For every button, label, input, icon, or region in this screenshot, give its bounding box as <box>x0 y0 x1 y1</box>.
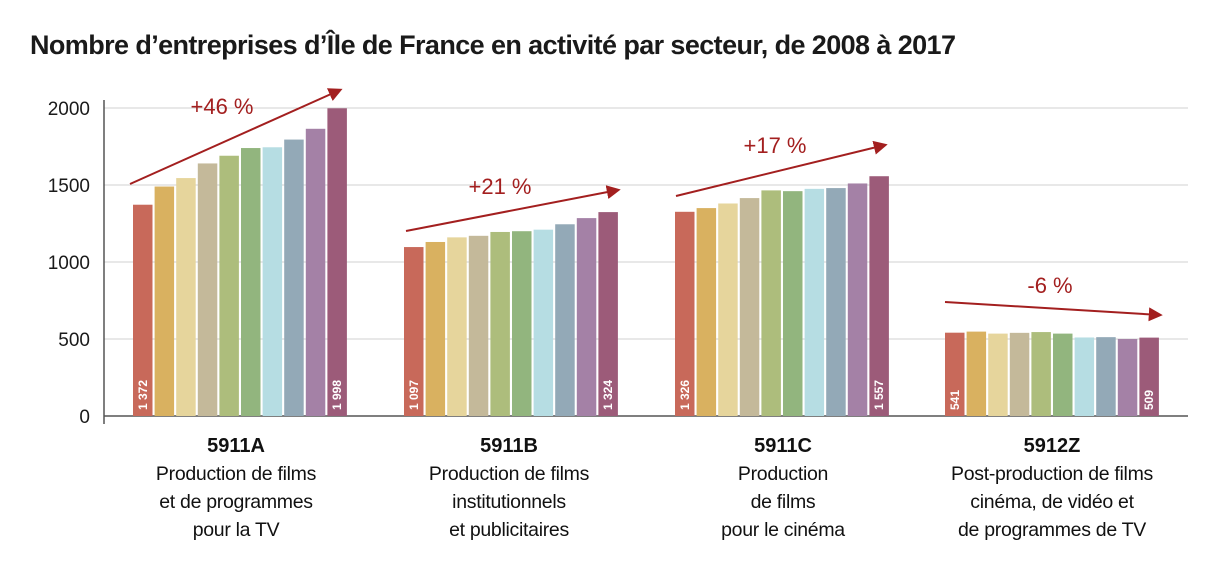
change-label: +21 % <box>469 174 532 199</box>
bar-5911C-6 <box>804 188 825 416</box>
bar-value-label-last: 1 324 <box>601 380 615 410</box>
category-description-line: Production de films <box>156 463 317 485</box>
bar-5911C-7 <box>826 188 846 416</box>
category-code: 5911B <box>480 435 538 457</box>
category-code: 5912Z <box>1024 435 1081 457</box>
bar-5911C-4 <box>761 190 781 416</box>
bar-5911B-1 <box>425 241 446 416</box>
bar-5911A-2 <box>176 178 196 416</box>
y-tick-label: 1500 <box>48 176 90 197</box>
category-code: 5911C <box>754 435 812 457</box>
bar-value-label-first: 1 326 <box>678 380 692 410</box>
trend-arrow <box>675 140 888 197</box>
bar-5912Z-2 <box>988 333 1008 416</box>
bar-5911B-7 <box>555 224 575 416</box>
chart-title: Nombre d’entreprises d’Île de France en … <box>30 29 955 60</box>
bar-5911A-9 <box>327 108 347 417</box>
bar-5911B-6 <box>533 229 554 416</box>
category-description-line: et publicitaires <box>449 519 569 541</box>
bar-5911A-3 <box>197 163 218 416</box>
bar-5911C-9 <box>869 176 889 416</box>
bar-5911B-4 <box>490 231 510 416</box>
y-tick-label: 500 <box>58 330 90 351</box>
labels-layer: 1 372 1 998 +46 % 5911A Production de films e… <box>129 88 1163 541</box>
category-description-line: institutionnels <box>452 491 566 513</box>
change-label: +46 % <box>191 94 254 119</box>
bar-value-label-last: 509 <box>1142 390 1156 410</box>
bar-value-label-last: 1 998 <box>330 380 344 410</box>
y-tick-label: 1000 <box>48 253 90 274</box>
bar-5911A-6 <box>262 147 283 416</box>
bar-5912Z-0 <box>945 332 965 416</box>
category-description-line: de films <box>751 491 816 513</box>
bar-5911B-9 <box>598 212 618 416</box>
bar-5911B-8 <box>576 218 597 416</box>
bar-5911C-8 <box>847 183 868 416</box>
bar-value-label-last: 1 557 <box>872 380 886 410</box>
bar-value-label-first: 1 097 <box>407 380 421 410</box>
bar-5911C-1 <box>696 208 717 416</box>
trend-arrow <box>129 88 343 185</box>
category-description-line: de programmes de TV <box>958 519 1146 541</box>
category-description-line: cinéma, de vidéo et <box>970 491 1134 513</box>
bar-5911C-2 <box>718 203 738 416</box>
bar-5911B-2 <box>447 237 467 416</box>
bar-5911A-5 <box>241 148 261 417</box>
category-description-line: Production de films <box>429 463 590 485</box>
category-description-line: Post-production de films <box>951 463 1154 485</box>
bar-5912Z-5 <box>1053 333 1073 416</box>
change-label: +17 % <box>744 133 807 158</box>
bar-5911A-8 <box>305 128 326 417</box>
change-label: -6 % <box>1027 273 1072 298</box>
bar-5912Z-3 <box>1009 332 1030 416</box>
bar-value-label-first: 1 372 <box>136 380 150 410</box>
bar-5911B-0 <box>404 247 424 416</box>
bar-5911C-5 <box>783 191 803 416</box>
bar-5912Z-8 <box>1117 339 1138 416</box>
category-description-line: pour la TV <box>193 519 280 541</box>
bar-value-label-first: 541 <box>948 390 962 410</box>
y-tick-label: 2000 <box>48 99 90 120</box>
bar-5911B-5 <box>512 231 532 416</box>
category-description-line: pour le cinéma <box>721 519 845 541</box>
bar-5911A-0 <box>133 204 153 416</box>
category-code: 5911A <box>207 435 265 457</box>
trend-arrow <box>944 301 1163 322</box>
y-tick-label: 0 <box>79 407 90 428</box>
bar-5911B-3 <box>468 235 489 416</box>
bar-5912Z-6 <box>1074 337 1095 416</box>
bar-5911A-1 <box>154 186 175 416</box>
bar-5912Z-7 <box>1096 337 1116 416</box>
bar-5912Z-4 <box>1031 332 1051 416</box>
bar-5911C-3 <box>739 198 760 416</box>
bar-5911C-0 <box>675 211 695 416</box>
trend-arrow <box>405 185 621 232</box>
bar-5912Z-9 <box>1139 337 1159 416</box>
bar-5912Z-1 <box>966 331 987 416</box>
category-description-line: Production <box>738 463 828 485</box>
bar-5911A-7 <box>284 139 304 416</box>
category-description-line: et de programmes <box>159 491 313 513</box>
bar-5911A-4 <box>219 155 239 417</box>
bars-layer <box>133 108 1159 417</box>
